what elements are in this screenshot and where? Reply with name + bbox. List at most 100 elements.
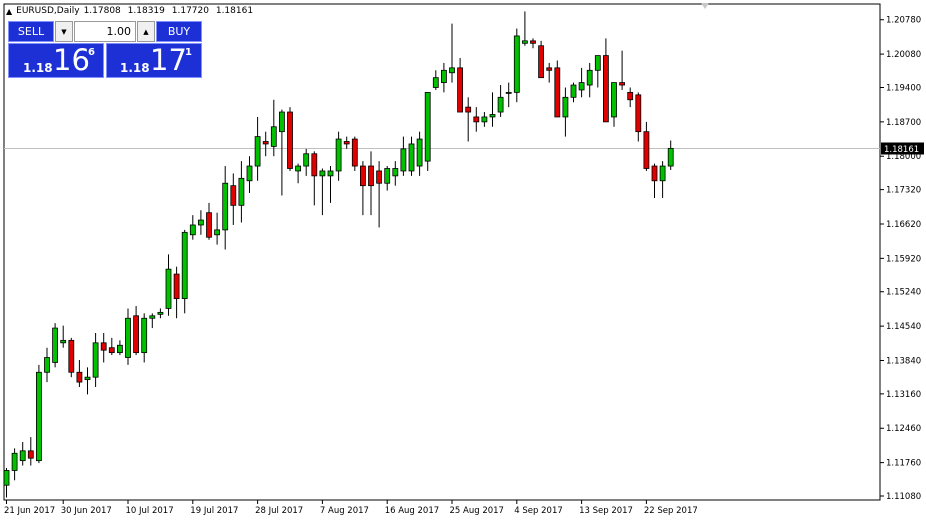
candle bbox=[278, 109, 285, 196]
candle-body bbox=[359, 165, 366, 187]
candle bbox=[343, 136, 350, 149]
candle bbox=[619, 50, 625, 90]
candle-body bbox=[222, 182, 229, 231]
lot-increase-icon[interactable]: ▲ bbox=[137, 21, 155, 42]
chart-plot-area[interactable] bbox=[3, 3, 881, 501]
candle-body bbox=[505, 91, 512, 94]
collapse-triangle-icon[interactable]: ▲ bbox=[6, 6, 13, 16]
candle-body bbox=[457, 67, 464, 113]
candle bbox=[554, 60, 561, 118]
buy-price-box[interactable]: 1.18 17 1 bbox=[106, 43, 202, 78]
candle bbox=[465, 97, 472, 142]
candle bbox=[238, 161, 245, 223]
candle bbox=[384, 166, 391, 191]
candle bbox=[254, 116, 261, 181]
candle bbox=[173, 266, 180, 319]
candle-body bbox=[157, 311, 164, 315]
candle-body bbox=[343, 141, 350, 145]
candle bbox=[627, 87, 634, 108]
candle bbox=[408, 136, 415, 176]
candle-body bbox=[408, 143, 415, 172]
open-value: 1.17808 bbox=[83, 6, 121, 16]
scroll-marker-icon[interactable] bbox=[701, 3, 709, 9]
candle bbox=[311, 151, 318, 206]
lot-decrease-icon[interactable]: ▼ bbox=[55, 21, 73, 42]
y-tick-label: 1.19400 bbox=[886, 83, 921, 93]
current-price-label-bg bbox=[881, 142, 924, 155]
candle bbox=[230, 173, 237, 225]
candle-body bbox=[125, 317, 131, 358]
x-tick-label: 19 Jul 2017 bbox=[190, 506, 238, 516]
x-tick-label: 16 Aug 2017 bbox=[385, 506, 439, 516]
candle bbox=[197, 210, 204, 235]
candle-body bbox=[230, 185, 237, 206]
candle bbox=[513, 28, 520, 103]
candle-body bbox=[319, 170, 326, 177]
candle bbox=[603, 38, 609, 123]
one-click-trading-panel: SELL ▼ 1.00 ▲ BUY 1.18 16 6 1.18 17 1 bbox=[8, 21, 202, 78]
candle bbox=[108, 337, 115, 356]
y-tick-label: 1.11760 bbox=[886, 459, 921, 469]
candle-body bbox=[214, 229, 221, 236]
candle-body bbox=[651, 165, 658, 182]
candle bbox=[457, 58, 464, 113]
candle bbox=[287, 107, 293, 171]
candle-body bbox=[27, 450, 34, 459]
candle bbox=[165, 254, 172, 316]
candle-body bbox=[3, 470, 10, 486]
sell-button[interactable]: SELL bbox=[8, 21, 54, 42]
candle bbox=[3, 468, 10, 498]
candle-body bbox=[11, 452, 18, 471]
x-tick-label: 21 Jun 2017 bbox=[4, 506, 55, 516]
lot-size-input[interactable]: 1.00 bbox=[74, 21, 136, 42]
candle bbox=[149, 313, 156, 329]
candle-body bbox=[530, 40, 536, 44]
candle-body bbox=[627, 91, 634, 101]
candle-body bbox=[667, 147, 674, 167]
candle bbox=[125, 308, 131, 365]
candle-body bbox=[611, 82, 617, 118]
candle bbox=[319, 168, 326, 216]
x-tick-label: 25 Aug 2017 bbox=[450, 506, 504, 516]
candle-body bbox=[84, 376, 91, 381]
candle-body bbox=[189, 224, 196, 236]
candle-body bbox=[149, 315, 156, 319]
candle-body bbox=[376, 170, 383, 184]
candle bbox=[481, 112, 488, 127]
candle-body bbox=[481, 116, 488, 123]
candle bbox=[497, 85, 504, 117]
candle bbox=[36, 364, 42, 464]
y-tick-label: 1.18700 bbox=[886, 118, 921, 128]
candle-body bbox=[197, 219, 204, 226]
x-tick-label: 22 Sep 2017 bbox=[644, 506, 698, 516]
candle-body bbox=[659, 165, 666, 182]
candle-body bbox=[238, 177, 245, 206]
y-tick-label: 1.13160 bbox=[886, 390, 921, 400]
candle bbox=[84, 367, 91, 395]
candle-body bbox=[424, 91, 431, 162]
sell-price-box[interactable]: 1.18 16 6 bbox=[8, 43, 104, 78]
candle-body bbox=[206, 212, 212, 238]
candle-body bbox=[173, 273, 180, 300]
candle-body bbox=[392, 168, 399, 177]
candle-body bbox=[570, 84, 577, 98]
candle bbox=[400, 136, 407, 176]
candle bbox=[530, 38, 536, 49]
candle bbox=[659, 161, 666, 198]
candle-body bbox=[311, 153, 318, 177]
sell-price-big: 16 bbox=[53, 43, 90, 77]
candle-body bbox=[270, 126, 277, 147]
candle-body bbox=[449, 67, 455, 74]
candle-body bbox=[522, 40, 528, 44]
candle bbox=[295, 163, 302, 184]
sell-price-sup: 6 bbox=[88, 47, 95, 58]
candle-body bbox=[513, 35, 520, 93]
candle-body bbox=[254, 136, 261, 167]
sell-price-prefix: 1.18 bbox=[23, 61, 53, 75]
candle-body bbox=[141, 317, 148, 354]
candle bbox=[586, 62, 593, 98]
candle bbox=[60, 325, 67, 348]
buy-button[interactable]: BUY bbox=[156, 21, 202, 42]
close-value: 1.18161 bbox=[215, 6, 254, 16]
